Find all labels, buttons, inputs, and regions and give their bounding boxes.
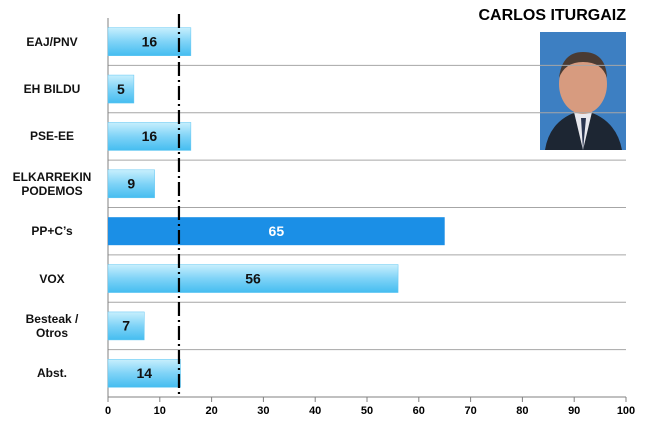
y-tick-label: VOX (39, 271, 65, 286)
x-tick-label: 20 (205, 405, 217, 417)
value-label: 5 (117, 81, 125, 97)
bar (107, 264, 399, 293)
bar (107, 311, 145, 341)
bar (107, 359, 181, 388)
bar (107, 74, 135, 104)
value-label: 9 (127, 176, 135, 192)
x-tick-label: 30 (257, 405, 269, 417)
value-label: 16 (142, 128, 158, 144)
y-tick-label: EAJ/PNV (26, 34, 78, 49)
value-label: 65 (269, 223, 285, 239)
x-tick-label: 50 (361, 405, 373, 417)
x-tick-label: 0 (105, 405, 111, 417)
x-tick-label: 100 (617, 405, 635, 417)
bar (107, 169, 155, 199)
x-tick-label: 90 (568, 405, 580, 417)
value-label: 7 (122, 318, 130, 334)
x-tick-label: 80 (516, 405, 528, 417)
y-tick-label: Besteak / Otros (25, 311, 79, 340)
x-tick-label: 70 (464, 405, 476, 417)
y-tick-label: EH BILDU (23, 82, 81, 97)
x-tick-label: 40 (309, 405, 321, 417)
value-label: 56 (245, 270, 261, 286)
photo (540, 32, 626, 150)
bar (107, 27, 192, 56)
chart-title: CARLOS ITURGAIZ (478, 7, 626, 24)
y-tick-label: PSE-EE (29, 129, 74, 144)
x-tick-label: 10 (154, 405, 166, 417)
y-tick-label: ELKARREKIN PODEMOS (12, 169, 92, 198)
y-tick-label: PP+C’s (31, 224, 73, 239)
x-tick-label: 60 (413, 405, 425, 417)
y-tick-label: Abst. (37, 366, 67, 381)
value-label: 16 (142, 33, 158, 49)
bar (107, 122, 192, 151)
value-label: 14 (136, 365, 152, 381)
bar (108, 217, 445, 246)
